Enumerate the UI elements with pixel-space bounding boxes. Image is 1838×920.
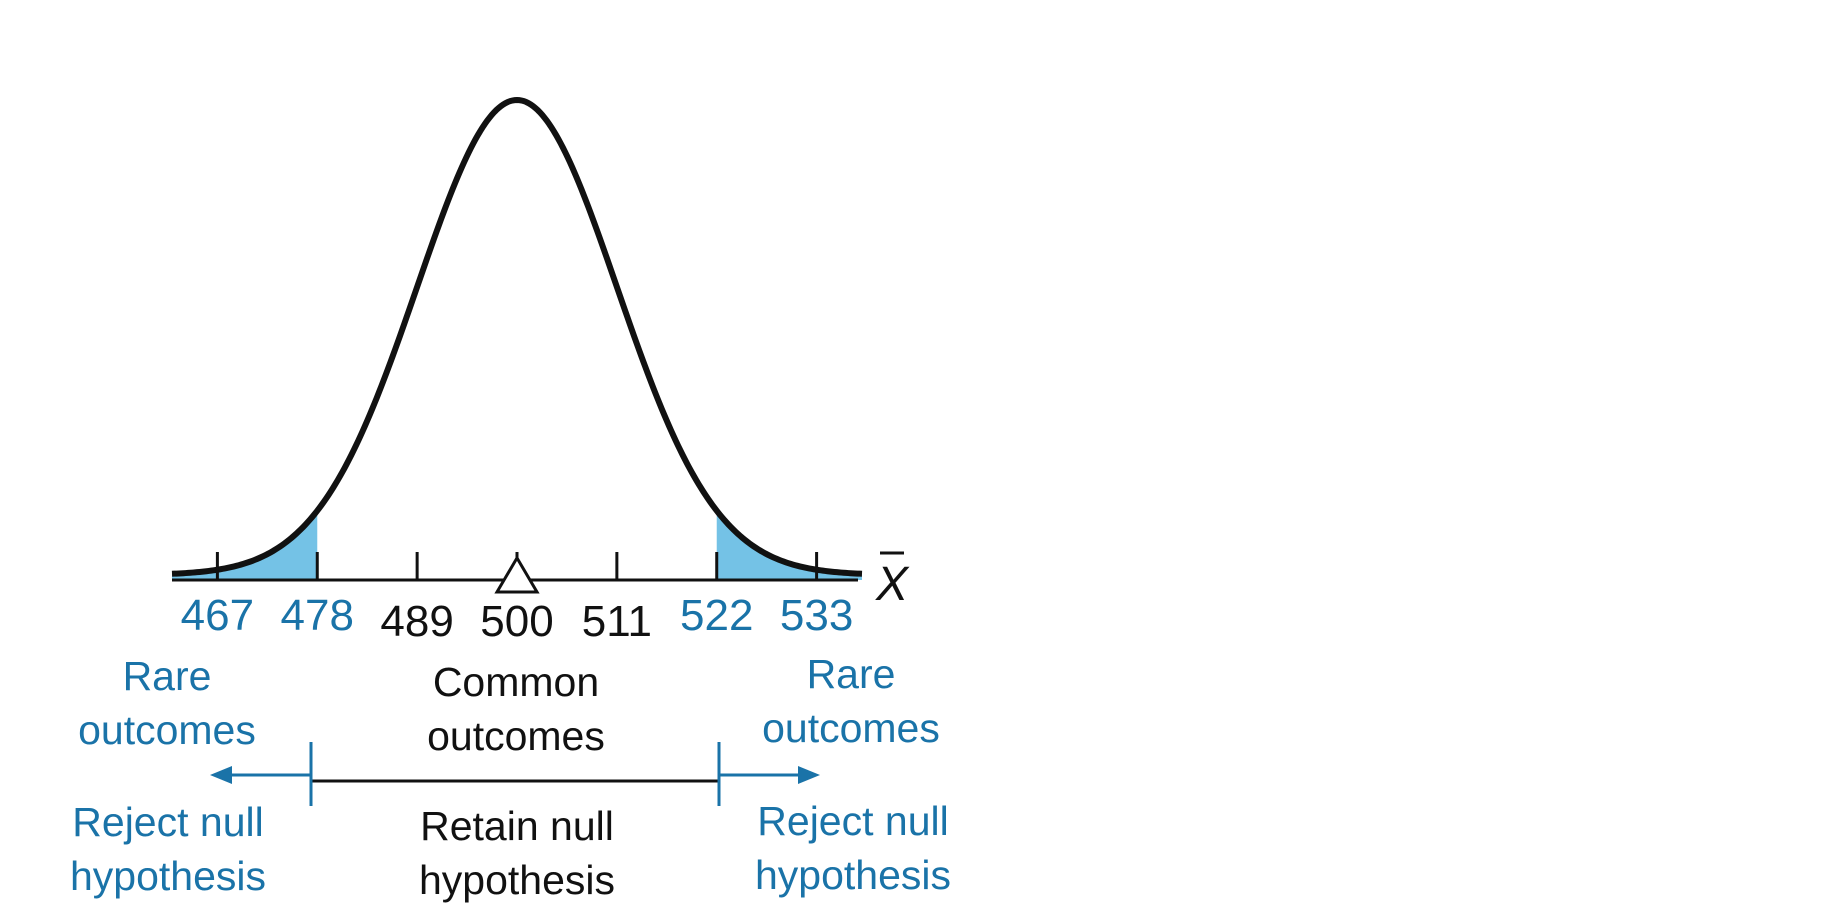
tick-label-511: 511 <box>582 597 652 646</box>
rejection-shading <box>172 510 862 580</box>
right-tail-shaded-region <box>716 510 862 580</box>
normal-curve <box>171 96 863 577</box>
right-outcome-label-line2: outcomes <box>762 705 940 751</box>
decision-boundary-lines <box>210 742 820 806</box>
tick-label-500: 500 <box>480 597 553 646</box>
right-decision-label-line1: Reject null <box>757 798 948 844</box>
tick-label-467: 467 <box>181 591 254 640</box>
center-outcome-label-line2: outcomes <box>427 713 605 759</box>
center-decision-label-line2: hypothesis <box>419 857 615 903</box>
left-outcome-label-line1: Rare <box>123 653 212 699</box>
x-bar-symbol: X <box>875 551 910 611</box>
right-outcome-label-line1: Rare <box>807 651 896 697</box>
center-decision-label-line1: Retain null <box>420 803 614 849</box>
tick-label-478: 478 <box>281 591 354 640</box>
right-decision-label-line2: hypothesis <box>755 852 951 898</box>
decision-labels: Reject null hypothesis Retain null hypot… <box>70 798 951 903</box>
left-decision-label-line2: hypothesis <box>70 853 266 899</box>
left-reject-arrowhead <box>210 766 232 784</box>
left-decision-label-line1: Reject null <box>72 799 263 845</box>
x-axis-tick-labels: 467 478 489 500 511 522 533 <box>181 591 854 646</box>
tick-label-533: 533 <box>780 591 853 640</box>
right-reject-arrowhead <box>798 766 820 784</box>
center-outcome-label-line1: Common <box>433 659 599 705</box>
left-outcome-label-line2: outcomes <box>78 707 256 753</box>
x-axis-symbol: X <box>875 558 910 611</box>
mean-triangle-marker <box>494 555 540 594</box>
tick-label-522: 522 <box>680 591 753 640</box>
outcome-labels: Rare outcomes Common outcomes Rare outco… <box>78 651 940 759</box>
left-tail-shaded-region <box>172 510 318 580</box>
tick-label-489: 489 <box>380 597 453 646</box>
